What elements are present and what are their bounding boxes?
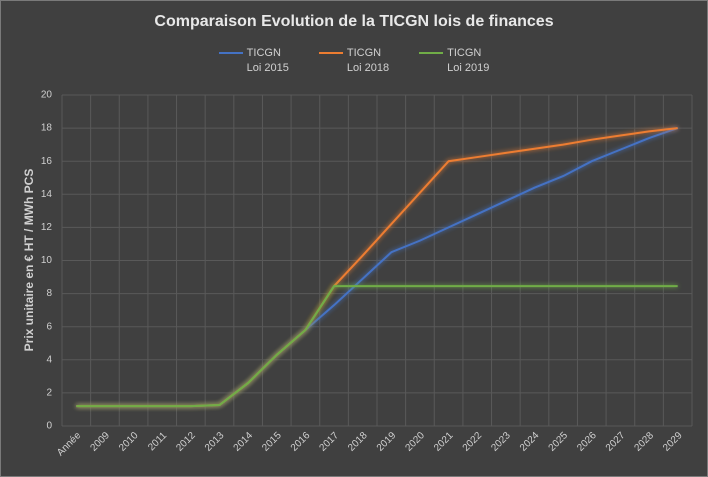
y-axis-label: Prix unitaire en € HT / MWh PCS [22, 169, 36, 352]
legend-label: TICGN Loi 2019 [447, 47, 490, 74]
y-tick-label: 16 [41, 156, 53, 167]
y-tick-label: 20 [41, 90, 53, 101]
y-tick-label: 18 [41, 123, 53, 134]
y-tick-label: 2 [46, 388, 52, 399]
y-tick-label: 12 [41, 222, 53, 233]
y-tick-label: 8 [46, 288, 52, 299]
y-tick-label: 4 [46, 354, 52, 365]
legend-item: TICGN Loi 2018 [318, 46, 390, 76]
legend: TICGN Loi 2015 TICGN Loi 2018 TICGN Loi 20… [0, 46, 708, 76]
y-tick-label: 10 [41, 255, 53, 266]
legend-swatch [419, 52, 444, 54]
y-tick-label: 0 [46, 421, 52, 432]
chart-title: Comparaison Evolution de la TICGN lois d… [154, 13, 553, 30]
legend-swatch [318, 52, 343, 54]
legend-label: TICGN Loi 2018 [346, 47, 390, 74]
series-line [76, 285, 678, 408]
legend-item: TICGN Loi 2015 [218, 46, 289, 76]
legend-item: TICGN Loi 2019 [419, 46, 489, 76]
y-tick-label: 6 [46, 321, 52, 332]
legend-label: TICGN Loi 2015 [246, 47, 289, 74]
legend-swatch [218, 52, 243, 54]
y-tick-label: 14 [41, 189, 53, 200]
